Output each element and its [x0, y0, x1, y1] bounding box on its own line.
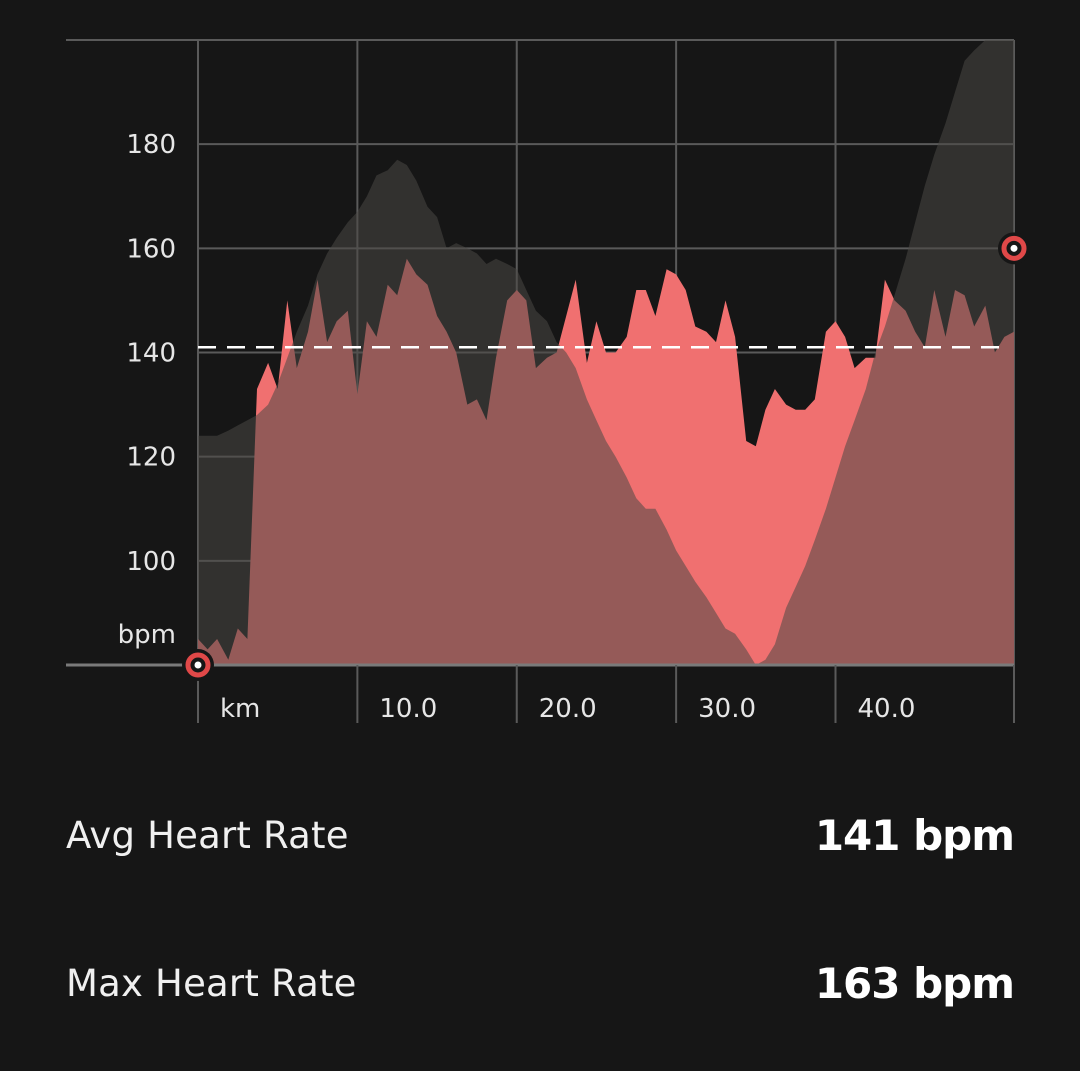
y-tick-label: 180: [126, 130, 176, 160]
y-tick-label: 120: [126, 443, 176, 473]
y-tick-label: 160: [126, 234, 176, 264]
y-unit-label: bpm: [118, 620, 176, 650]
avg-heart-rate-label: Avg Heart Rate: [66, 813, 349, 857]
marker-ring: [185, 652, 211, 678]
end-marker: [998, 232, 1030, 265]
max-heart-rate-value: 163 bpm: [814, 958, 1015, 1008]
chart-markers: [182, 232, 1030, 681]
elevation-area: [198, 40, 1014, 665]
avg-heart-rate-value: 141 bpm: [814, 810, 1015, 860]
chart-areas: [198, 40, 1014, 665]
marker-dot: [194, 661, 202, 669]
chart-axes: [66, 663, 1015, 723]
x-tick-label: 10.0: [379, 694, 437, 724]
max-heart-rate-row: Max Heart Rate 163 bpm: [66, 953, 1015, 1013]
x-unit-label: km: [220, 694, 260, 724]
x-tick-label: 20.0: [539, 694, 597, 724]
x-tick-label: 40.0: [858, 694, 916, 724]
max-heart-rate-label: Max Heart Rate: [66, 961, 357, 1005]
y-tick-label: 140: [126, 339, 176, 369]
chart-labels: 100 120 140 160 180 bpm km 10.0 20.0 30.0 40.0: [118, 130, 916, 724]
y-tick-label: 100: [126, 547, 176, 577]
x-tick-label: 30.0: [698, 694, 756, 724]
heart-rate-chart: 100 120 140 160 180 bpm km 10.0 20.0 30.0 40.0: [66, 39, 1030, 724]
marker-dot: [1010, 244, 1018, 252]
marker-ring: [1001, 235, 1027, 261]
avg-heart-rate-row: Avg Heart Rate 141 bpm: [66, 805, 1015, 865]
start-marker: [182, 649, 214, 681]
